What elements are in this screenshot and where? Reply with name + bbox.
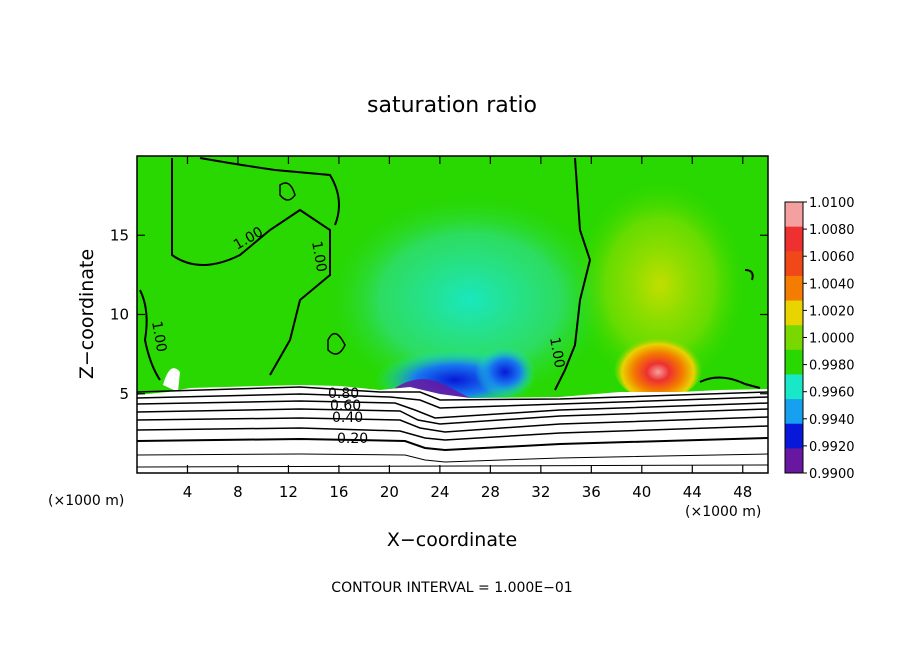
y-axis: 5 10 15: [110, 226, 768, 403]
colorbar-label: 1.0080: [809, 223, 855, 238]
colorbar-label: 1.0020: [809, 304, 855, 319]
colorbar-label: 1.0060: [809, 250, 855, 265]
x-tick-label: 40: [632, 483, 651, 501]
colorbar-label: 0.9980: [809, 359, 855, 374]
contour-label-6: 0.60: [330, 398, 361, 414]
colorbar-swatch: [785, 251, 803, 277]
colorbar-swatch: [785, 275, 803, 302]
x-tick-label: 12: [279, 483, 298, 501]
colorbar-swatch: [785, 349, 803, 375]
white-patch: [163, 368, 180, 392]
x-tick-label: 24: [430, 483, 449, 501]
blue-region-b: [475, 347, 535, 397]
contour-label-3: 1.00: [148, 320, 169, 353]
chart-title: saturation ratio: [367, 93, 537, 118]
x-tick-label: 8: [233, 483, 243, 501]
colorbar-swatch: [785, 300, 803, 326]
colorbar-swatch: [785, 423, 803, 449]
x-tick-label: 16: [329, 483, 348, 501]
cyan-region: [320, 190, 620, 410]
contour-label-5: 0.80: [328, 386, 359, 402]
colorbar-swatch: [785, 325, 803, 351]
x-unit-left: (×1000 m): [48, 493, 124, 509]
colorbar: 1.0100 1.0080 1.0060 1.0040 1.0020 1.0000 0.99…: [784, 196, 855, 482]
x-unit-right: (×1000 m): [685, 504, 761, 520]
x-tick-label: 36: [582, 483, 601, 501]
colorbar-label: 0.9960: [809, 386, 855, 401]
colorbar-swatch: [785, 374, 803, 400]
colorbar-label: 1.0000: [809, 332, 855, 347]
colorbar-label: 0.9920: [809, 440, 855, 455]
x-tick-label: 28: [481, 483, 500, 501]
contour-lines: [137, 157, 768, 468]
colorbar-swatch: [785, 448, 803, 474]
x-tick-label: 32: [531, 483, 550, 501]
colorbar-swatch: [785, 399, 803, 425]
contour-label-8: 0.20: [337, 431, 368, 447]
x-tick-label: 4: [183, 483, 193, 501]
x-tick-label: 20: [380, 483, 399, 501]
x-axis: 4 8 12 16 20 24 28 32 36 40 44 48: [183, 156, 752, 501]
contour-interval-note: CONTOUR INTERVAL = 1.000E−01: [331, 580, 572, 596]
x-tick-label: 44: [683, 483, 702, 501]
y-tick-label: 15: [110, 226, 129, 244]
red-region: [613, 330, 703, 400]
colorbar-label: 0.9940: [809, 413, 855, 428]
colorbar-label: 1.0100: [809, 196, 855, 211]
colorbar-swatch: [785, 202, 803, 228]
contour-label-4: 1.00: [546, 336, 567, 369]
contour-label-2: 1.00: [308, 240, 329, 273]
plot-field: [137, 156, 768, 473]
y-tick-label: 10: [110, 306, 129, 324]
x-axis-title: X−coordinate: [387, 529, 517, 551]
colorbar-label: 1.0040: [809, 277, 855, 292]
yellow-region: [570, 175, 750, 395]
y-axis-title: Z−coordinate: [76, 249, 98, 379]
colorbar-label: 0.9900: [809, 467, 855, 482]
colorbar-swatch: [785, 226, 803, 252]
y-tick-label: 5: [119, 385, 129, 403]
x-tick-label: 48: [733, 483, 752, 501]
land-region: [137, 385, 768, 473]
contour-label-7: 0.40: [332, 410, 363, 426]
